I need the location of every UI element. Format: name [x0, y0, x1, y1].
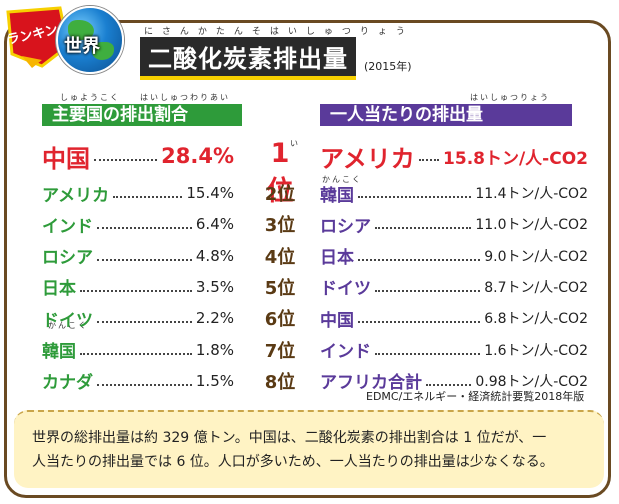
right-country-name: ドイツ: [320, 279, 371, 300]
left-country-name: 日本: [42, 279, 76, 300]
left-share-value: 3.5%: [195, 277, 234, 296]
right-per-capita-value: 1.6トン/人-CO2: [484, 342, 588, 359]
left-table-row: 日本 3.5%: [42, 274, 234, 300]
right-country-name: 日本: [320, 248, 354, 269]
summary-line-1: 世界の総排出量は約 329 億トン。中国は、二酸化炭素の排出割合は 1 位だが、…: [32, 430, 547, 446]
leader-dots: [358, 321, 481, 324]
rank-label: 5位: [264, 277, 296, 299]
right-table-row: アフリカ合計 0.98トン/人-CO2: [320, 368, 588, 394]
rank-label: 4位: [264, 246, 296, 268]
right-country-name: アフリカ合計: [320, 373, 422, 394]
leader-dots: [418, 159, 440, 161]
rank-label: 3位: [264, 215, 296, 237]
left-country-name: ドイツ: [42, 310, 93, 331]
leader-dots: [97, 383, 192, 386]
summary-note: 世界の総排出量は約 329 億トン。中国は、二酸化炭素の排出割合は 1 位だが、…: [14, 410, 604, 488]
leader-dots: [80, 289, 192, 292]
leader-dots: [113, 196, 183, 198]
leader-dots: [97, 227, 192, 230]
left-share-value: 6.4%: [195, 215, 234, 234]
kankoku-ruby-left: かんこく: [48, 321, 88, 330]
left-country-name: アメリカ: [42, 185, 110, 206]
leader-dots: [97, 321, 192, 324]
rank-label: 1位: [266, 138, 294, 207]
right-table-row: ドイツ 8.7トン/人-CO2: [320, 274, 588, 300]
right-country-name: 韓国: [320, 185, 354, 206]
left-country-name: カナダ: [42, 373, 93, 394]
globe-icon: [56, 6, 124, 74]
left-share-value: 2.2%: [195, 309, 234, 328]
right-per-capita-value: 9.0トン/人-CO2: [484, 248, 588, 265]
title-ruby: にさんかたんそはいしゅつりょう: [144, 27, 414, 37]
right-per-capita-value: 11.4トン/人-CO2: [475, 186, 588, 202]
rank-label: 7位: [264, 340, 296, 362]
right-per-capita-value: 6.8トン/人-CO2: [484, 311, 588, 328]
right-per-capita-value: 11.0トン/人-CO2: [475, 217, 588, 234]
left-table-row: カナダ 1.5%: [42, 368, 234, 394]
right-per-capita-value: 15.8トン/人-CO2: [443, 148, 588, 169]
rank-label: 8位: [264, 371, 296, 393]
leader-dots: [358, 258, 481, 261]
ranking-badge-icon: [6, 6, 70, 68]
title-block: にさんかたんそはいしゅつりょう 二酸化炭素排出量: [140, 24, 414, 80]
left-table-row: ロシア 4.8%: [42, 243, 234, 269]
right-section-heading: 一人当たりの排出量: [320, 104, 572, 126]
left-heading-ruby: しゅようこく はいしゅつわりあい: [60, 93, 230, 102]
right-table-row: 中国 6.8トン/人-CO2: [320, 305, 588, 331]
leader-dots: [97, 258, 192, 261]
left-table-row: アメリカ 15.4%: [42, 180, 234, 206]
right-per-capita-value: 0.98トン/人-CO2: [475, 373, 588, 390]
rank-label: 2位: [264, 184, 296, 205]
right-table-row: アメリカ 15.8トン/人-CO2: [320, 140, 588, 173]
right-heading-ruby: はいしゅつりょう: [470, 93, 550, 102]
leader-dots: [375, 352, 481, 355]
kankoku-ruby-right: かんこく: [322, 175, 362, 184]
left-country-name: ロシア: [42, 248, 93, 269]
left-country-name: 韓国: [42, 342, 76, 362]
left-table-row: 韓国 1.8%: [42, 337, 234, 363]
leader-dots: [94, 159, 158, 161]
rank-ruby: い: [290, 139, 300, 148]
left-share-value: 1.8%: [195, 340, 234, 359]
page-title: 二酸化炭素排出量: [140, 37, 356, 80]
right-country-name: アメリカ: [320, 144, 415, 173]
rank-label: 6位: [264, 309, 296, 331]
left-country-name: インド: [42, 216, 93, 237]
left-table-row: 中国 28.4%: [42, 140, 234, 173]
left-table-row: ドイツ 2.2%: [42, 305, 234, 331]
left-section-heading: 主要国の排出割合: [42, 104, 242, 126]
leader-dots: [375, 289, 481, 292]
header-badge: ランキング 世界: [2, 0, 134, 92]
left-table-row: インド 6.4%: [42, 211, 234, 237]
leader-dots: [80, 352, 192, 355]
left-share-value: 4.8%: [195, 246, 234, 265]
right-table-row: ロシア 11.0トン/人-CO2: [320, 211, 588, 237]
left-country-name: 中国: [42, 144, 90, 173]
leader-dots: [426, 383, 472, 386]
left-share-value: 28.4%: [161, 144, 234, 168]
right-per-capita-value: 8.7トン/人-CO2: [484, 279, 588, 296]
leader-dots: [375, 227, 472, 230]
right-table-row: 日本 9.0トン/人-CO2: [320, 243, 588, 269]
summary-line-2: 人当たりの排出量では 6 位。人口が多いため、一人当たりの排出量は少なくなる。: [32, 454, 554, 470]
source-note: EDMC/エネルギー・経済統計要覧2018年版: [366, 390, 585, 403]
globe-label: 世界: [64, 36, 100, 57]
right-country-name: 中国: [320, 310, 354, 331]
right-table-row: インド 1.6トン/人-CO2: [320, 337, 588, 363]
left-share-value: 15.4%: [186, 184, 234, 202]
left-share-value: 1.5%: [195, 371, 234, 390]
leader-dots: [358, 196, 472, 198]
year-label: (2015年): [364, 60, 412, 73]
right-country-name: インド: [320, 342, 371, 362]
right-country-name: ロシア: [320, 216, 371, 237]
right-table-row: 韓国 11.4トン/人-CO2: [320, 180, 588, 206]
